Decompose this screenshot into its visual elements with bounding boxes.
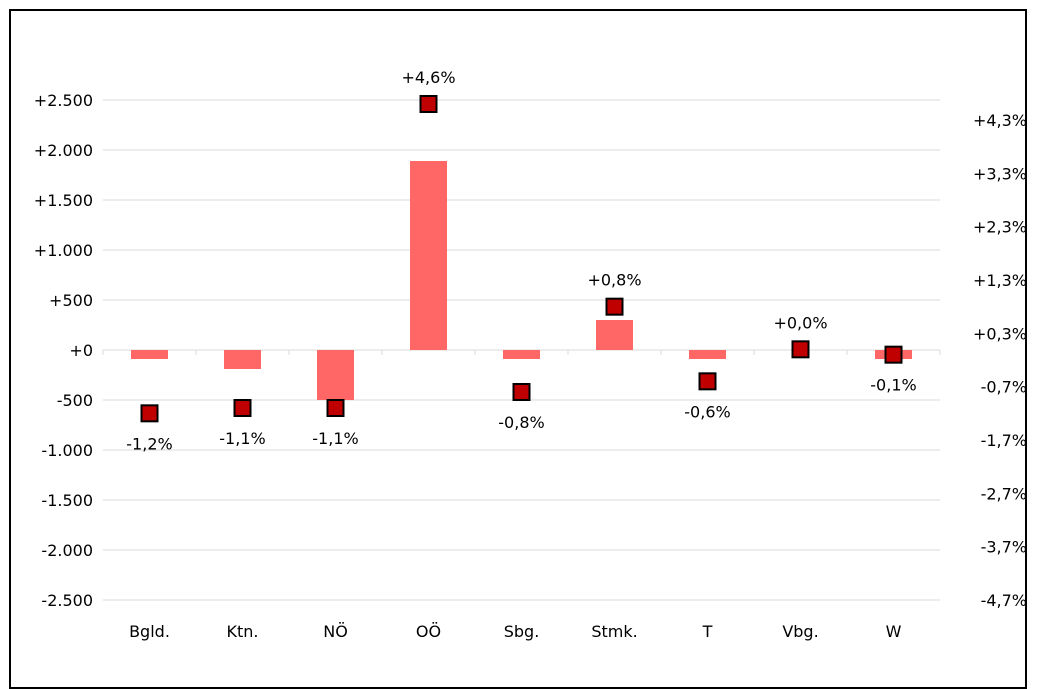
data-label: -0,1%	[870, 376, 916, 395]
y2-tick-label: +1,3%	[973, 271, 1027, 290]
marker	[698, 372, 717, 391]
y2-tick-label: +0,3%	[973, 324, 1027, 343]
y-tick-label: +2.000	[34, 141, 93, 160]
x-tick-label: NÖ	[323, 622, 348, 641]
data-label: -1,1%	[219, 429, 265, 448]
x-tick-label: Sbg.	[504, 622, 540, 641]
marker	[512, 383, 531, 401]
bar	[596, 320, 633, 350]
data-label: -1,1%	[312, 429, 358, 448]
y-tick-label: -2.000	[41, 541, 93, 560]
data-label: -0,8%	[498, 413, 544, 432]
x-tick-label: Bgld.	[129, 622, 170, 641]
y2-tick-label: -4,7%	[981, 591, 1027, 610]
y2-tick-label: +4,3%	[973, 111, 1027, 130]
y2-tick-label: -0,7%	[981, 378, 1027, 397]
y-tick-label: -2.500	[41, 591, 93, 610]
data-label: -1,2%	[126, 434, 172, 453]
data-label: +4,6%	[401, 68, 455, 87]
y-tick-label: -500	[57, 391, 93, 410]
x-tick-label: OÖ	[416, 622, 441, 641]
y2-tick-label: +3,3%	[973, 164, 1027, 183]
y2-tick-label: -2,7%	[981, 484, 1027, 503]
data-label: -0,6%	[684, 402, 730, 421]
bar	[689, 350, 726, 359]
bar-series	[131, 161, 912, 400]
y-tick-label: +1.000	[34, 241, 93, 260]
y-tick-label: +0	[69, 341, 93, 360]
bar	[410, 161, 447, 350]
bar	[131, 350, 168, 359]
data-label: +0,0%	[773, 313, 827, 332]
marker-series	[140, 95, 903, 423]
y-tick-label: +1.500	[34, 191, 93, 210]
marker	[791, 340, 810, 359]
chart: +2.500 +2.000 +1.500 +1.000 +500 +0 -500 -1.000…	[34, 68, 1027, 641]
chart-frame	[9, 9, 1027, 689]
y2-tick-label: +2,3%	[973, 218, 1027, 237]
y-tick-label: -1.500	[41, 491, 93, 510]
y2-tick-label: -3,7%	[981, 538, 1027, 557]
y-tick-label: -1.000	[41, 441, 93, 460]
x-tick-label: Ktn.	[227, 622, 259, 641]
data-label: +0,8%	[587, 271, 641, 290]
y-tick-label: +500	[49, 291, 93, 310]
x-tick-label: Vbg.	[782, 622, 818, 641]
category-ticks	[102, 350, 941, 355]
marker	[233, 399, 252, 417]
bar	[503, 350, 540, 359]
y2-tick-label: -1,7%	[981, 431, 1027, 450]
marker	[605, 297, 624, 316]
marker	[326, 399, 345, 417]
data-labels: -1,2% -1,1% -1,1% +4,6% -0,8% +0,8% -0,6% +0,0%…	[126, 68, 916, 453]
y-axis-right: +4,3% +3,3% +2,3% +1,3% +0,3% -0,7% -1,7% -2,7%…	[973, 111, 1027, 610]
marker	[884, 345, 903, 364]
marker	[419, 95, 438, 113]
x-tick-label: Stmk.	[591, 622, 637, 641]
x-tick-label: T	[702, 622, 713, 641]
bar	[317, 350, 354, 400]
x-axis: Bgld. Ktn. NÖ OÖ Sbg. Stmk. T Vbg. W	[129, 622, 902, 641]
y-axis-left: +2.500 +2.000 +1.500 +1.000 +500 +0 -500 -1.000…	[34, 91, 93, 610]
y-tick-label: +2.500	[34, 91, 93, 110]
bar	[224, 350, 261, 369]
x-tick-label: W	[886, 622, 902, 641]
marker	[140, 404, 159, 423]
